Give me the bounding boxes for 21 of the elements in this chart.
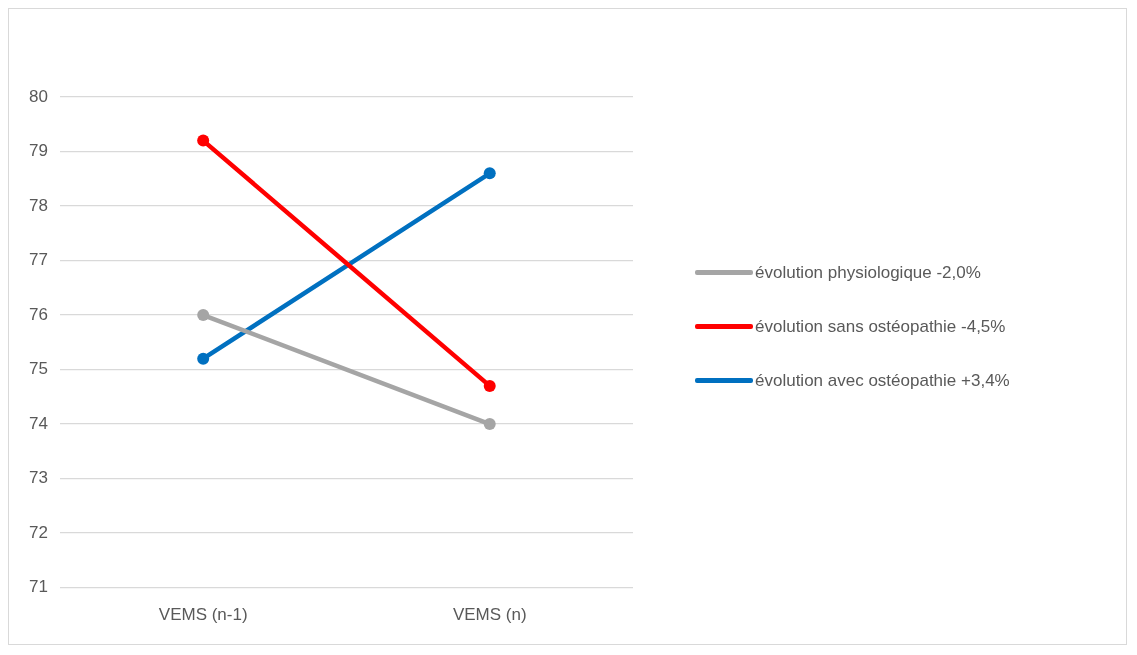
y-tick-label: 77 <box>28 250 48 270</box>
point <box>197 309 210 322</box>
x-tick-label: VEMS (n) <box>452 605 527 625</box>
y-tick-label: 76 <box>28 304 48 324</box>
point <box>483 167 496 180</box>
y-tick-label: 78 <box>28 195 48 215</box>
point <box>483 379 496 392</box>
point <box>483 418 496 431</box>
y-tick-label: 73 <box>28 468 48 488</box>
legend-label: évolution sans ostéopathie -4,5% <box>755 316 1006 337</box>
legend-label: évolution physiologique -2,0% <box>755 262 981 283</box>
y-tick-label: 79 <box>28 141 48 161</box>
y-tick-label: 71 <box>28 577 48 597</box>
y-tick-label: 75 <box>28 359 48 379</box>
y-tick-label: 74 <box>28 413 48 433</box>
point <box>197 134 210 147</box>
y-tick-label: 80 <box>28 86 48 106</box>
legend-label: évolution avec ostéopathie +3,4% <box>755 370 1010 391</box>
x-tick-label: VEMS (n-1) <box>158 605 248 625</box>
point <box>197 352 210 365</box>
y-tick-label: 72 <box>28 522 48 542</box>
